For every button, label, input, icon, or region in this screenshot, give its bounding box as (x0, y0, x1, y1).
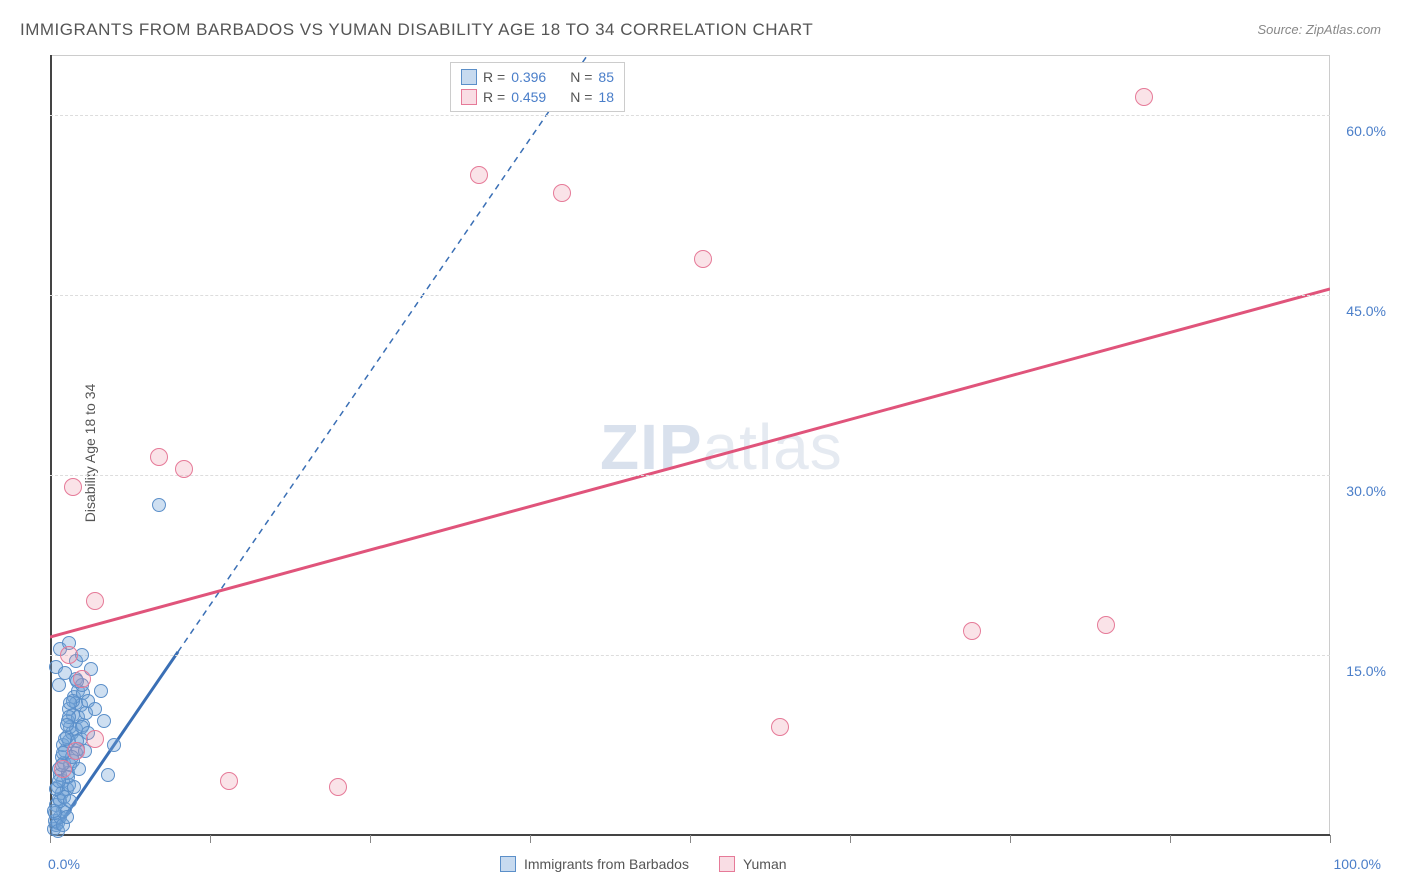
y-tick-label: 30.0% (1346, 483, 1386, 499)
blue-marker (72, 762, 86, 776)
y-axis-label: Disability Age 18 to 34 (82, 353, 98, 553)
blue-marker (101, 768, 115, 782)
y-tick-label: 60.0% (1346, 123, 1386, 139)
pink-marker (60, 646, 78, 664)
legend-item-pink: Yuman (719, 856, 787, 872)
y-tick-label: 45.0% (1346, 303, 1386, 319)
chart-title: IMMIGRANTS FROM BARBADOS VS YUMAN DISABI… (20, 20, 813, 40)
plot-area (50, 55, 1330, 835)
pink-marker (1097, 616, 1115, 634)
legend-series: Immigrants from Barbados Yuman (500, 856, 787, 872)
x-tick (210, 835, 211, 843)
blue-marker (60, 718, 74, 732)
blue-marker (60, 810, 74, 824)
pink-swatch-icon (461, 89, 477, 105)
r-value: 0.459 (511, 89, 546, 105)
pink-marker (553, 184, 571, 202)
gridline (50, 295, 1330, 296)
pink-marker (694, 250, 712, 268)
pink-marker (771, 718, 789, 736)
y-tick-label: 15.0% (1346, 663, 1386, 679)
pink-marker (175, 460, 193, 478)
r-label: R = (483, 89, 505, 105)
pink-marker (470, 166, 488, 184)
r-label: R = (483, 69, 505, 85)
blue-marker (67, 780, 81, 794)
blue-marker (63, 794, 77, 808)
x-tick-label-max: 100.0% (1334, 856, 1381, 872)
blue-marker (47, 804, 61, 818)
pink-marker (54, 760, 72, 778)
n-value: 18 (598, 89, 614, 105)
pink-marker (150, 448, 168, 466)
pink-marker (220, 772, 238, 790)
gridline (50, 655, 1330, 656)
legend-label: Yuman (743, 856, 787, 872)
blue-swatch-icon (461, 69, 477, 85)
r-value: 0.396 (511, 69, 546, 85)
legend-stats: R = 0.396 N = 85 R = 0.459 N = 18 (450, 62, 625, 112)
n-label: N = (570, 89, 592, 105)
gridline (50, 475, 1330, 476)
pink-marker (64, 478, 82, 496)
pink-marker (86, 730, 104, 748)
x-tick (1010, 835, 1011, 843)
x-tick (850, 835, 851, 843)
gridline (50, 115, 1330, 116)
chart-container: IMMIGRANTS FROM BARBADOS VS YUMAN DISABI… (0, 0, 1406, 892)
x-tick (50, 835, 51, 843)
blue-marker (152, 498, 166, 512)
x-tick-label-min: 0.0% (48, 856, 80, 872)
legend-item-blue: Immigrants from Barbados (500, 856, 689, 872)
blue-marker (63, 696, 77, 710)
blue-marker (52, 678, 66, 692)
legend-stats-row-pink: R = 0.459 N = 18 (461, 87, 614, 107)
y-axis (50, 55, 52, 835)
x-tick (690, 835, 691, 843)
pink-marker (963, 622, 981, 640)
pink-marker (73, 670, 91, 688)
blue-swatch-icon (500, 856, 516, 872)
x-tick (530, 835, 531, 843)
pink-marker (1135, 88, 1153, 106)
blue-marker (94, 684, 108, 698)
n-label: N = (570, 69, 592, 85)
blue-marker (107, 738, 121, 752)
legend-label: Immigrants from Barbados (524, 856, 689, 872)
x-tick (370, 835, 371, 843)
blue-marker (97, 714, 111, 728)
x-tick (1170, 835, 1171, 843)
x-tick (1330, 835, 1331, 843)
source-label: Source: ZipAtlas.com (1257, 22, 1381, 37)
pink-marker (329, 778, 347, 796)
legend-stats-row-blue: R = 0.396 N = 85 (461, 67, 614, 87)
n-value: 85 (598, 69, 614, 85)
pink-marker (86, 592, 104, 610)
pink-swatch-icon (719, 856, 735, 872)
pink-marker (67, 742, 85, 760)
